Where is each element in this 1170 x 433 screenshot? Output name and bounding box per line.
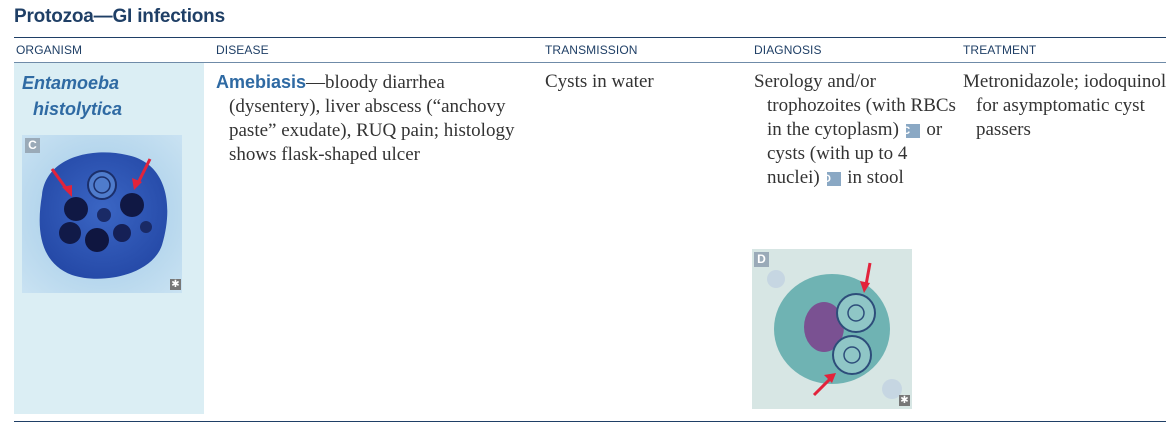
image-label-c: C [25,138,40,153]
diagnosis-text-2: or cysts (with up to 4 nuclei) [767,119,943,188]
treatment-cell: Metronidazole; iodoquinol for asymptomat… [963,71,1167,140]
disease-description: —bloody diarrhea (dysentery), liver absc… [229,72,515,165]
organism-name-line2: histolytica [33,99,123,119]
copyright-star-icon: ✱ [170,279,181,290]
disease-name: Amebiasis [216,72,307,92]
diagnosis-badge-c: C [902,124,920,138]
header-transmission: TRANSMISSION [545,43,638,57]
table-title: Protozoa—GI infections [14,6,225,27]
diagnosis-cell: Serology and/or trophozoites (with RBCs … [754,70,957,190]
image-label-d: D [754,252,769,267]
diagnosis-badge-d: D [823,172,841,186]
organism-name-line1: Entamoeba [22,73,120,93]
diagnosis-text-3: in stool [847,167,904,188]
organism-name: Entamoeba histolytica [22,70,202,122]
header-treatment: TREATMENT [963,43,1037,57]
top-rule [14,37,1166,38]
disease-cell: Amebiasis—bloody diarrhea (dysentery), l… [216,70,539,167]
copyright-star-icon: ✱ [899,395,910,406]
header-organism: ORGANISM [16,43,83,57]
micrograph-d-image: D ✱ [752,249,912,409]
bottom-rule [14,421,1166,422]
header-disease: DISEASE [216,43,269,57]
diagnosis-text-1: Serology and/or trophozoites (with RBCs … [754,71,956,140]
header-diagnosis: DIAGNOSIS [754,43,822,57]
header-rule [14,62,1166,63]
micrograph-c-image: C ✱ [22,135,182,293]
transmission-cell: Cysts in water [545,71,654,92]
